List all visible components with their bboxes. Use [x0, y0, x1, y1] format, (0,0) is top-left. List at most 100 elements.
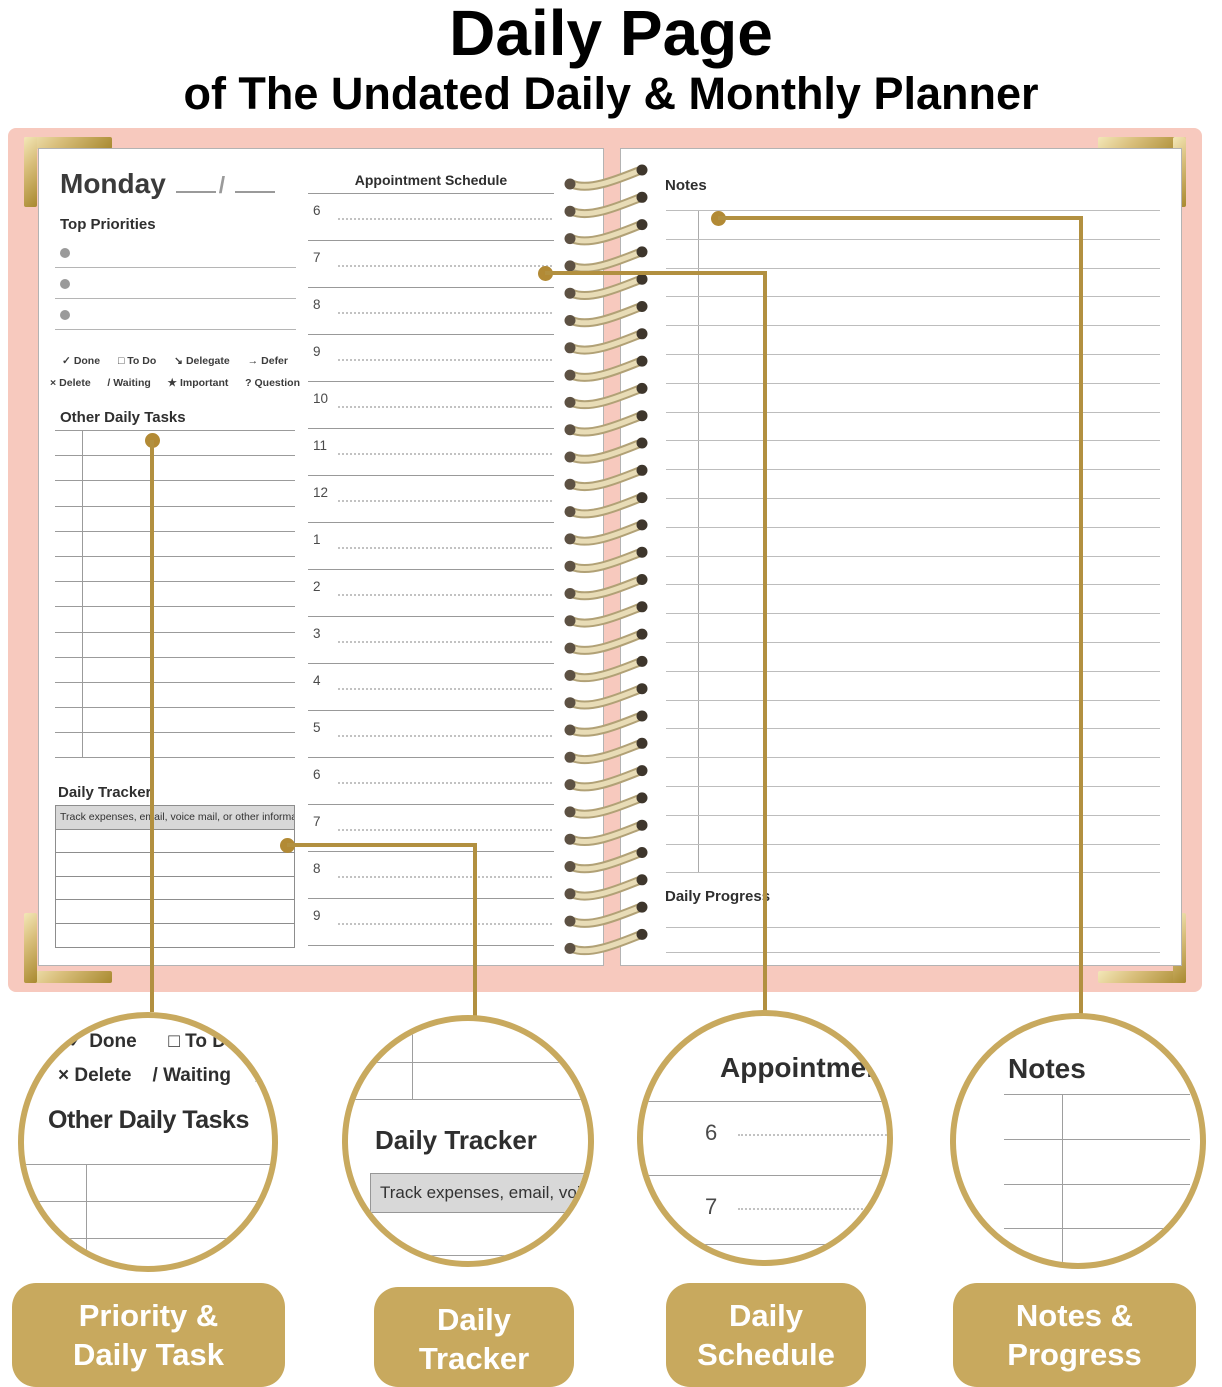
notes-ruled-area [666, 210, 1160, 874]
schedule-hour-label: 8 [313, 297, 321, 312]
priority-row [55, 299, 296, 330]
schedule-hour-label: 4 [313, 673, 321, 688]
legend-item: ↘ Delegate [174, 355, 230, 367]
daily-tracker-title: Daily Tracker [58, 784, 152, 801]
magnifier-circle-daily-schedule: Appointment 6 7 [637, 1010, 893, 1266]
feature-label-line: Notes & [1015, 1298, 1134, 1333]
schedule-hour-line [338, 876, 552, 878]
schedule-hour-label: 2 [313, 579, 321, 594]
magnified-legend-row-2: × Delete / Waiting ★ I [58, 1065, 278, 1086]
schedule-hour-line [338, 312, 552, 314]
magnified-tracker-line [348, 1099, 588, 1100]
notes-rule-line [666, 786, 1160, 787]
tracker-row [56, 853, 294, 877]
notes-rule-line [666, 296, 1160, 298]
magnified-task-line [24, 1201, 272, 1202]
schedule-hour-line [338, 406, 552, 408]
top-priorities-list [55, 237, 296, 330]
legend-item: □ To Do [118, 355, 156, 367]
feature-label-line: Daily Task [72, 1337, 225, 1372]
schedule-hour-line [338, 359, 552, 361]
task-table-divider [82, 431, 83, 758]
tracker-row [56, 900, 294, 924]
feature-label-line: Priority & [78, 1298, 219, 1333]
daily-tracker-header: Track expenses, email, voice mail, or ot… [56, 806, 294, 830]
priority-bullet-icon [60, 310, 70, 320]
legend-item-label: To Do [127, 355, 157, 367]
schedule-hour-row: 2 [308, 570, 554, 617]
notes-rule-line [666, 325, 1160, 327]
notes-rule-line [666, 354, 1160, 355]
important-symbol-icon: ★ [167, 377, 177, 389]
tracker-row [56, 830, 294, 854]
schedule-hour-row: 3 [308, 617, 554, 664]
priority-bullet-icon [60, 248, 70, 258]
schedule-hour-line [338, 923, 552, 925]
callout-line-daily-tracker-h [287, 843, 477, 847]
date-separator: / [218, 172, 226, 198]
schedule-hour-label: 10 [313, 391, 329, 406]
magnified-notes-line [1004, 1139, 1190, 1140]
schedule-hour-label: 7 [313, 250, 321, 265]
schedule-hour-line [338, 735, 552, 737]
schedule-hour-label: 7 [313, 814, 321, 829]
schedule-hour-label: 5 [313, 720, 321, 735]
notes-rule-line [666, 670, 1160, 672]
date-blank-day [235, 169, 276, 193]
task-row [55, 658, 295, 683]
schedule-hour-line [338, 218, 552, 220]
magnified-task-line [24, 1164, 272, 1165]
legend-row-2: × Delete / Waiting ★ Important? Question [50, 377, 300, 389]
legend-item-label: Waiting [113, 377, 151, 389]
legend-item-label: Question [254, 377, 300, 389]
magnified-notes-line [1004, 1228, 1190, 1229]
schedule-hour-line [338, 453, 552, 455]
feature-label-line: Schedule [697, 1337, 835, 1372]
schedule-hour-line [338, 547, 552, 549]
magnified-tracker-line [348, 1255, 588, 1256]
notes-rule-line [666, 699, 1160, 701]
notes-rule-line [666, 526, 1160, 528]
question-symbol-icon: ? [245, 377, 252, 389]
priority-row [55, 268, 296, 299]
feature-label-line: Daily [728, 1298, 804, 1333]
schedule-hour-row: 10 [308, 382, 554, 429]
legend-item-label: Important [179, 377, 229, 389]
task-row [55, 708, 295, 734]
day-header: Monday / [60, 168, 276, 200]
schedule-hour-label: 6 [313, 767, 321, 782]
task-row [55, 582, 295, 608]
notes-rule-line [666, 238, 1160, 240]
notes-rule-line [666, 555, 1160, 557]
notes-rule-line [666, 814, 1160, 816]
legend-item-label: Done [73, 355, 101, 367]
task-row [55, 633, 295, 658]
schedule-hour-row: 6 [308, 194, 554, 241]
magnified-notes-title: Notes [1008, 1053, 1086, 1084]
appointment-schedule-grid: 6 7 8 9 10 11 12 1 2 3 4 5 6 7 8 9 [308, 193, 554, 946]
todo-symbol-icon: □ [117, 355, 125, 367]
feature-label-line: Progress [1007, 1337, 1142, 1372]
legend-item: ✓ Done [62, 355, 100, 367]
task-row [55, 683, 295, 709]
magnifier-circle-daily-tracker: Daily Tracker Track expenses, email, voi… [342, 1015, 594, 1267]
legend-item: ? Question [245, 377, 300, 389]
callout-line-daily-tracker-v [473, 843, 477, 1017]
callout-line-notes-v [1079, 216, 1083, 1015]
feature-label-daily-tracker: Daily Tracker [374, 1287, 574, 1387]
task-row [55, 507, 295, 532]
delegate-symbol-icon: ↘ [174, 355, 183, 367]
daily-tracker-table: Track expenses, email, voice mail, or ot… [55, 805, 295, 948]
callout-line-daily-schedule-v [763, 271, 767, 1012]
defer-symbol-icon: → [247, 355, 259, 367]
daily-progress-title: Daily Progress [665, 888, 771, 905]
legend-item: / Waiting [107, 377, 150, 389]
magnified-legend-row-1: ✓ Done □ To Do [68, 1031, 238, 1052]
right-page [620, 148, 1182, 966]
task-symbol-legend: ✓ Done □ To Do ↘ Delegate → Defer × Delete / Waiti… [50, 355, 300, 399]
magnified-schedule-hourline [738, 1134, 887, 1136]
priority-bullet-icon [60, 279, 70, 289]
magnified-schedule-hourline [738, 1208, 887, 1210]
magnified-schedule-line [643, 1244, 887, 1245]
top-priorities-title: Top Priorities [60, 216, 156, 233]
